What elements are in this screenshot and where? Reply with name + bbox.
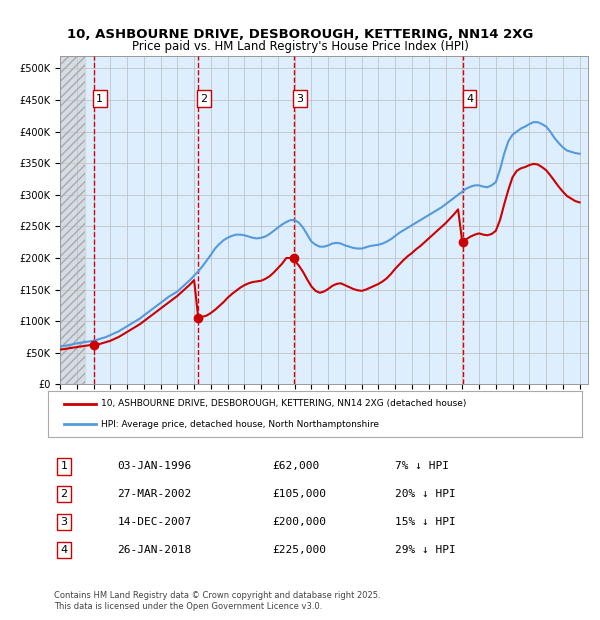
- Text: HPI: Average price, detached house, North Northamptonshire: HPI: Average price, detached house, Nort…: [101, 420, 379, 428]
- Bar: [60, 56, 85, 384]
- Text: 26-JAN-2018: 26-JAN-2018: [118, 545, 191, 555]
- Text: 2: 2: [200, 94, 208, 104]
- Text: 29% ↓ HPI: 29% ↓ HPI: [395, 545, 456, 555]
- Text: 1: 1: [61, 461, 68, 471]
- Text: 4: 4: [466, 94, 473, 104]
- Text: Price paid vs. HM Land Registry's House Price Index (HPI): Price paid vs. HM Land Registry's House …: [131, 40, 469, 53]
- Text: 15% ↓ HPI: 15% ↓ HPI: [395, 517, 456, 527]
- Text: Contains HM Land Registry data © Crown copyright and database right 2025.
This d: Contains HM Land Registry data © Crown c…: [54, 591, 380, 611]
- Text: 1: 1: [96, 94, 103, 104]
- Text: £200,000: £200,000: [272, 517, 326, 527]
- Text: 7% ↓ HPI: 7% ↓ HPI: [395, 461, 449, 471]
- Text: £105,000: £105,000: [272, 489, 326, 499]
- Text: 20% ↓ HPI: 20% ↓ HPI: [395, 489, 456, 499]
- Text: £225,000: £225,000: [272, 545, 326, 555]
- Text: 2: 2: [61, 489, 68, 499]
- Text: 10, ASHBOURNE DRIVE, DESBOROUGH, KETTERING, NN14 2XG: 10, ASHBOURNE DRIVE, DESBOROUGH, KETTERI…: [67, 28, 533, 41]
- Text: £62,000: £62,000: [272, 461, 320, 471]
- Text: 14-DEC-2007: 14-DEC-2007: [118, 517, 191, 527]
- Text: 3: 3: [296, 94, 304, 104]
- Bar: [60, 56, 85, 384]
- Text: 27-MAR-2002: 27-MAR-2002: [118, 489, 191, 499]
- Text: 4: 4: [61, 545, 68, 555]
- Text: 03-JAN-1996: 03-JAN-1996: [118, 461, 191, 471]
- Text: 10, ASHBOURNE DRIVE, DESBOROUGH, KETTERING, NN14 2XG (detached house): 10, ASHBOURNE DRIVE, DESBOROUGH, KETTERI…: [101, 399, 467, 408]
- Text: 3: 3: [61, 517, 68, 527]
